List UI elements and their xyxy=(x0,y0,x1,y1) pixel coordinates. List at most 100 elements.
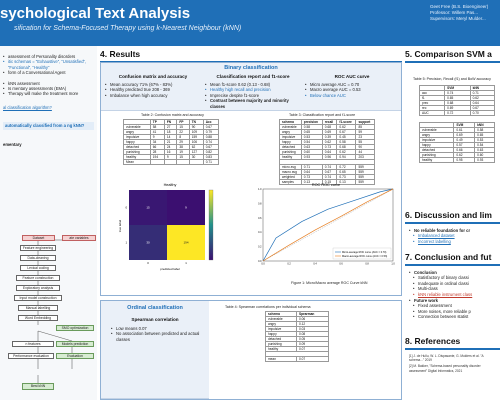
roc-tick-x: 0.6 xyxy=(339,263,343,266)
future-item: Fixed assessment xyxy=(413,303,499,309)
roc-tick-x: 0.8 xyxy=(365,263,369,266)
roc-tick-x: 0.0 xyxy=(261,263,265,266)
binary-col2: Classification report and f1-score Mean … xyxy=(205,74,301,109)
col1-title: Confusion matrix and accuracy xyxy=(118,74,188,79)
flow-step: Feature engineering xyxy=(20,245,56,251)
conclusion-item: Satisfactory of binary classi xyxy=(413,275,499,281)
conclusion-item: Inadequate in ordinal classi xyxy=(413,281,499,287)
cm-tick-y: 0 xyxy=(125,206,127,210)
col2-title: Classification report and f1-score xyxy=(216,74,290,79)
author-line: Geet Free (B.S. Bioengineer) xyxy=(430,4,489,9)
author-block: Geet Free (B.S. Bioengineer) Professor: … xyxy=(430,4,498,22)
table5b: SVM kNN vulnerable 0.61 0.58 angry 0.69 0.65 … xyxy=(418,122,495,164)
roc-legend xyxy=(332,247,392,260)
highlight-statement: automatically classified from a ng kNN? xyxy=(3,122,94,130)
results-column: 4. Results Binary classification Confusi… xyxy=(100,46,402,400)
intro-item: Is mentary assessments (EMA) xyxy=(3,86,94,92)
reference-item: [2] M. Bakker, "Schema-based personality… xyxy=(409,364,481,373)
discussion-list: No reliable foundation for cr Imbalanced… xyxy=(409,228,499,245)
discussion-item: Imbalanced dataset xyxy=(413,233,499,239)
figure1-caption: Figure 1: Micro/Macro average ROC Curve … xyxy=(291,281,368,285)
binary-classification-box: Binary classification Confusion matrix a… xyxy=(100,62,402,296)
cm-tick-x: 1 xyxy=(185,261,187,265)
col1-item: Imbalance when high accuracy xyxy=(105,93,201,99)
author-line: Supervisors: Meryl Mulder... xyxy=(430,16,486,21)
cm-cell-label: 9 xyxy=(185,206,187,210)
intro-item: form of a Conversational Agent xyxy=(3,70,94,76)
conclusion-head: Conclusion xyxy=(409,270,499,276)
roc-tick-y: 0.0 xyxy=(258,260,262,263)
ordinal-subtitle: Spearman correlation xyxy=(131,317,179,322)
col2-item: Contrast between majority and minority c… xyxy=(205,98,301,109)
col2-item: Imprecise despite f1-score xyxy=(205,93,301,99)
flow-step: Word Embedding xyxy=(18,315,58,321)
roc-tick-y: 0.2 xyxy=(258,246,262,249)
cm-cell-label: 30 xyxy=(146,241,150,245)
col1-item: Mean accuracy 71% (67% - 83%) xyxy=(105,82,201,88)
flow-step: Exploratory analysis xyxy=(16,285,60,291)
flow-step: Lexical coding xyxy=(20,265,56,271)
table5: SVM kNN acc 0.74 0.71 f1 0.65 0.62 prec 0.68 0.… xyxy=(418,85,496,117)
roc-tick-y: 0.4 xyxy=(258,231,262,234)
references: [1] J. de Hullu, W. L. Dispasante, G. Mu… xyxy=(409,354,499,373)
discussion-item: No reliable foundation for cr xyxy=(409,228,499,234)
intro-item: itic schemas = “Exhaustive”, “Unsatisfie… xyxy=(3,59,94,70)
cm-cell xyxy=(129,190,167,225)
flow-variables: ate variables xyxy=(62,235,96,241)
col2-item: Mean f1-score 0.62 (0.13 - 0.68) xyxy=(205,82,301,88)
section-title-comparison: 5. Comparison SVM a xyxy=(405,49,492,59)
table3: schema precision recall f1-score support vul… xyxy=(279,119,375,185)
ordinal-item: No association between predicted and act… xyxy=(111,331,209,342)
roc-legend-label: Macro-average ROC curve (AUC = 0.53) xyxy=(342,255,387,258)
roc-title: ROC ROC curve xyxy=(312,183,340,187)
table4: schema Spearman vulnerable 0.06 angry 0.12 … xyxy=(265,311,330,362)
section-divider xyxy=(100,61,402,63)
confusion-matrix-chart: Healthy 15 9 30 194 0 0 1 1 predicted label tru… xyxy=(118,183,214,271)
roc-tick-x: 0.2 xyxy=(287,263,291,266)
roc-curve-chart: ROC ROC curve 0.00.00.20.20.40.40.60.60.… xyxy=(258,183,395,266)
roc-diagonal xyxy=(262,188,394,262)
roc-tick-x: 1.0 xyxy=(391,263,395,266)
conclusion-list: Conclusion Satisfactory of binary classi… xyxy=(409,270,499,320)
section-divider xyxy=(405,348,500,350)
roc-tick-x: 0.4 xyxy=(313,263,317,266)
table2-caption: Table 2: Confusion matrix and accuracy xyxy=(141,113,204,117)
future-head: Future work xyxy=(409,298,499,304)
section-title-conclusion: 7. Conclusion and fut xyxy=(405,252,492,262)
binary-col3: ROC AUC curve Micro average AUC = 0.70 M… xyxy=(305,74,399,99)
roc-axes xyxy=(262,188,394,262)
section-divider xyxy=(405,264,500,266)
flow-evaluation: Evaluation xyxy=(56,353,94,359)
binary-col1: Confusion matrix and accuracy Mean accur… xyxy=(105,74,201,99)
flow-step: n features xyxy=(12,341,54,347)
cm-cell xyxy=(129,225,167,260)
flow-smo: SMO optimization xyxy=(56,325,94,331)
intro-item: Therapy will make the treatment more xyxy=(3,91,94,97)
cm-cell xyxy=(167,225,205,260)
col3-title: ROC AUC curve xyxy=(334,74,370,79)
ordinal-item: Low means 0.07 xyxy=(111,326,209,332)
poster-title: sychological Text Analysis xyxy=(0,5,191,22)
discussion-item: Incorrect labelling xyxy=(413,239,499,245)
intro-item: assessment of Personality disorders xyxy=(3,54,94,60)
research-question: al classification algorithm? xyxy=(3,104,52,110)
section-title-references: 8. References xyxy=(405,336,461,346)
flow-step: Data-cleaning xyxy=(20,255,56,261)
roc-series-line xyxy=(262,188,394,262)
future-item: Connection between statist xyxy=(413,314,499,320)
left-column: assessment of Personality disorders itic… xyxy=(0,46,97,400)
flow-step: Performance evaluation xyxy=(8,353,54,359)
section-title-results: 4. Results xyxy=(100,49,141,59)
table3-caption: Table 3: Classification report and f1-sc… xyxy=(289,113,356,117)
flow-prediction: Models prediction xyxy=(56,341,94,347)
roc-tick-y: 1.0 xyxy=(258,188,262,191)
cm-colorbar xyxy=(208,189,214,261)
cm-tick-y: 1 xyxy=(125,241,127,245)
conclusion-item: kNN reliable instrument class xyxy=(413,292,499,298)
method-flowchart: Dataset ate variables Feature engineerin… xyxy=(0,231,97,400)
method-title: ementary xyxy=(3,141,22,147)
future-item: More noises, more reliable p xyxy=(413,309,499,315)
cm-cell-label: 194 xyxy=(183,241,188,245)
conclusion-item: Multi-class xyxy=(413,286,499,292)
col2-item: Healthy high recall and precision xyxy=(205,87,301,93)
